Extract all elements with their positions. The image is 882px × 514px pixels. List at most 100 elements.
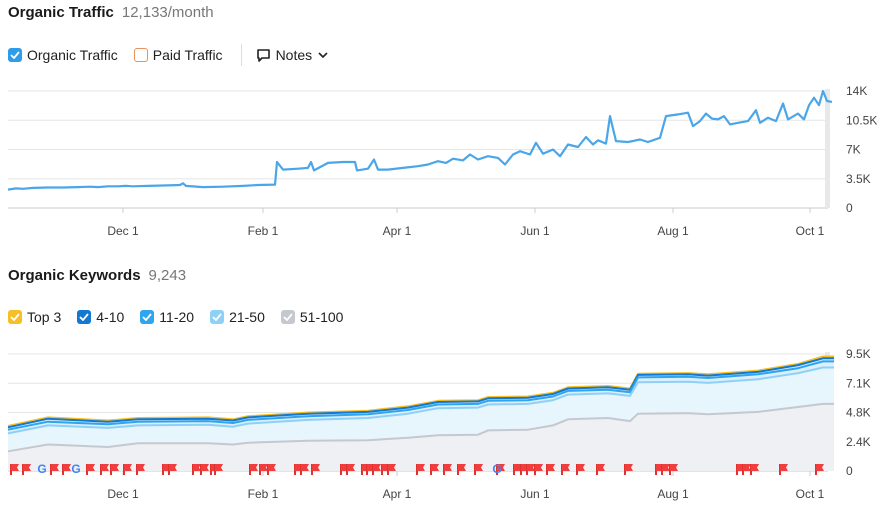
traffic-legend: Organic Traffic Paid Traffic Notes [8,44,328,66]
x-tick-label: Feb 1 [248,224,279,238]
y-tick-label: 0 [846,201,853,215]
organic-traffic-header: Organic Traffic 12,133/month [8,4,214,21]
series-line-51-100 [7,402,834,453]
flag-icon[interactable] [168,464,177,475]
y-tick-label: 7K [846,143,861,157]
organic-traffic-value: 12,133/month [121,4,214,21]
current-period-marker [825,89,830,208]
flag-icon[interactable] [742,464,751,475]
flag-icon[interactable] [669,464,678,475]
chevron-down-icon [318,51,328,59]
svg-text:G: G [37,462,46,476]
flag-icon[interactable] [576,464,585,475]
series-line-organic-traffic [7,89,833,191]
flag-icon[interactable] [815,464,824,475]
legend-divider [240,44,242,66]
keywords-legend: Top 3 4-10 11-20 21-50 51-100 [8,309,359,325]
organic-keywords-value: 9,243 [148,267,187,284]
flag-icon[interactable] [267,464,276,475]
checkbox-checked-icon[interactable] [140,310,155,324]
flag-icon[interactable] [416,464,425,475]
flag-icon[interactable] [534,464,543,475]
flag-icon[interactable] [200,464,209,475]
legend-51-100-label: 51-100 [299,309,344,325]
checkbox-checked-icon[interactable] [8,310,22,324]
y-tick-label: 2.4K [846,435,871,449]
legend-21-50-label: 21-50 [229,309,265,325]
organic-keywords-chart[interactable]: 9.5K 7.1K 4.8K 2.4K 0 Dec 1 Feb 1 Apr 1 Jun 1 Aug… [0,340,882,514]
flag-icon[interactable] [526,464,535,475]
flag-icon[interactable] [86,464,95,475]
x-tick-label: Dec 1 [107,224,139,238]
flag-icon[interactable] [100,464,109,475]
series-line-4-10 [7,357,834,429]
legend-11-20[interactable]: 11-20 [140,309,194,325]
flag-icon[interactable] [443,464,452,475]
flag-icon[interactable] [779,464,788,475]
flag-icon[interactable] [22,464,31,475]
flag-icon[interactable] [62,464,71,475]
checkbox-unchecked-icon[interactable] [133,48,148,62]
flag-icon[interactable] [561,464,570,475]
x-tick-label: Aug 1 [657,487,689,501]
legend-4-10[interactable]: 4-10 [77,309,124,325]
flag-icon[interactable] [750,464,759,475]
x-tick-label: Jun 1 [520,224,550,238]
flag-icon[interactable] [300,464,309,475]
x-tick-label: Oct 1 [796,224,825,238]
notes-dropdown[interactable]: Notes [256,47,329,63]
flag-icon[interactable] [249,464,258,475]
checkbox-checked-icon[interactable] [280,310,295,324]
flag-icon[interactable] [259,464,268,475]
legend-11-20-label: 11-20 [159,309,195,325]
y-tick-label: 9.5K [846,347,871,361]
checkbox-checked-icon[interactable] [8,48,22,62]
flag-icon[interactable] [457,464,466,475]
flag-icon[interactable] [192,464,201,475]
flag-icon[interactable] [346,464,355,475]
svg-text:G: G [71,462,80,476]
google-icon[interactable]: G [492,462,501,476]
flag-icon[interactable] [661,464,670,475]
flag-icon[interactable] [387,464,396,475]
legend-organic-traffic-label: Organic Traffic [27,47,118,63]
flag-icon[interactable] [136,464,145,475]
svg-text:G: G [492,462,501,476]
legend-4-10-label: 4-10 [96,309,125,325]
organic-keywords-header: Organic Keywords 9,243 [8,267,186,284]
legend-51-100[interactable]: 51-100 [280,309,344,325]
flag-icon[interactable] [430,464,439,475]
legend-21-50[interactable]: 21-50 [210,309,265,325]
flag-icon[interactable] [214,464,223,475]
flag-icon[interactable] [474,464,483,475]
legend-organic-traffic[interactable]: Organic Traffic [8,47,118,63]
flag-icon[interactable] [496,464,505,475]
organic-traffic-chart[interactable]: 14K 10.5K 7K 3.5K 0 Dec 1 Feb 1 Apr 1 Jun 1 Aug 1… [0,80,882,240]
legend-paid-traffic-label: Paid Traffic [152,47,223,63]
notes-label: Notes [275,47,313,63]
y-tick-label: 14K [846,84,867,98]
flag-icon[interactable] [10,464,19,475]
flag-icon[interactable] [546,464,555,475]
series-line-21-50 [7,366,834,435]
legend-top-3[interactable]: Top 3 [8,309,61,325]
flag-icon[interactable] [110,464,119,475]
x-tick-label: Jun 1 [520,487,550,501]
x-tick-label: Dec 1 [107,487,139,501]
flag-icon[interactable] [50,464,59,475]
flag-icon[interactable] [311,464,320,475]
flag-icon[interactable] [123,464,132,475]
flag-icon[interactable] [624,464,633,475]
y-tick-label: 4.8K [846,406,871,420]
x-tick-label: Aug 1 [657,224,689,238]
google-icon[interactable]: G [71,462,80,476]
checkbox-checked-icon[interactable] [77,310,92,324]
google-icon[interactable]: G [37,462,46,476]
legend-paid-traffic[interactable]: Paid Traffic [133,47,223,63]
y-tick-label: 10.5K [846,113,877,127]
x-tick-label: Apr 1 [383,487,412,501]
flag-icon[interactable] [372,464,381,475]
flag-icon[interactable] [596,464,605,475]
organic-traffic-title: Organic Traffic [8,4,114,21]
checkbox-checked-icon[interactable] [210,310,225,324]
